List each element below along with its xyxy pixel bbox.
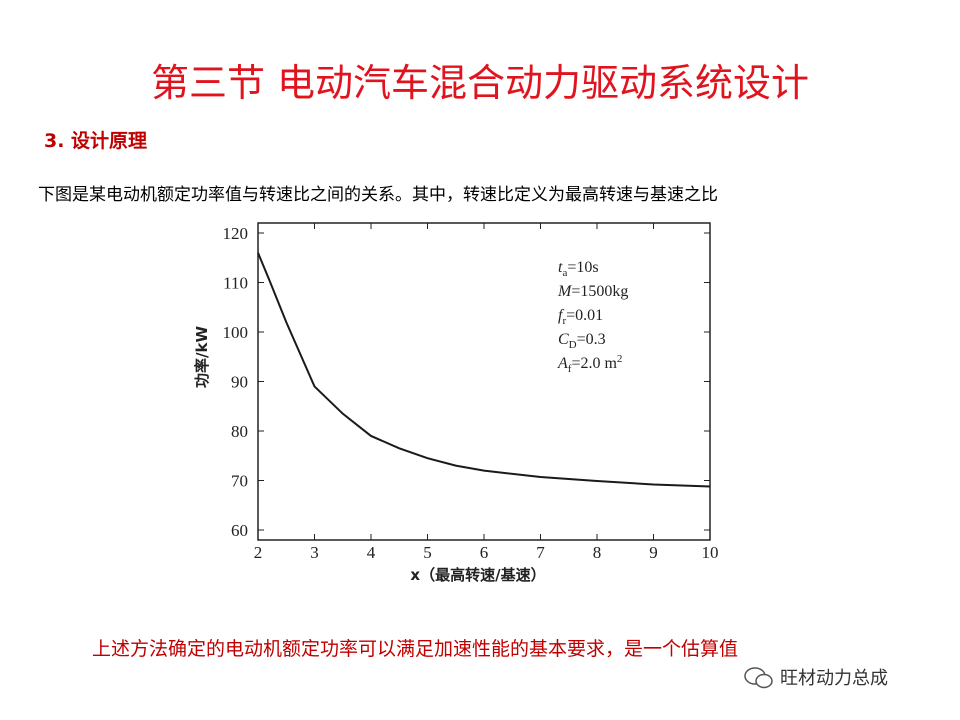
annotation-symbol: C	[558, 331, 569, 348]
y-tick-label: 110	[223, 274, 248, 293]
x-tick-label: 2	[254, 543, 263, 562]
annotation: CD=0.3	[558, 331, 606, 351]
line-series	[257, 252, 711, 488]
annotation-subscript: D	[569, 339, 577, 351]
y-tick-label: 120	[223, 224, 249, 243]
watermark: 旺材动力总成	[780, 668, 888, 689]
y-axis-label: 功率/kW	[193, 326, 211, 388]
y-tick-label: 80	[231, 422, 248, 441]
annotation-text: =0.3	[577, 331, 606, 348]
y-tick-label: 70	[231, 472, 248, 491]
x-tick-label: 9	[649, 543, 658, 562]
x-tick-label: 5	[423, 543, 432, 562]
x-tick-label: 4	[367, 543, 376, 562]
annotation-subscript: r	[562, 315, 566, 327]
y-tick-label: 90	[231, 373, 248, 392]
x-axis-label: x（最高转速/基速）	[410, 566, 545, 584]
annotation: fr=0.01	[558, 307, 603, 327]
section-heading: 3. 设计原理	[44, 130, 148, 152]
annotation-symbol: t	[558, 259, 563, 276]
description: 下图是某电动机额定功率值与转速比之间的关系。其中，转速比定义为最高转速与基速之比	[38, 185, 718, 205]
y-tick-label: 100	[223, 323, 249, 342]
annotation-text: =0.01	[566, 307, 603, 324]
annotation-text: =10s	[567, 259, 598, 276]
wechat-icon	[744, 667, 773, 689]
x-tick-label: 8	[593, 543, 602, 562]
x-tick-label: 3	[310, 543, 319, 562]
annotation-symbol: A	[557, 355, 568, 372]
y-tick-label: 60	[231, 521, 248, 540]
x-tick-label: 10	[702, 543, 719, 562]
annotation-subscript: a	[562, 267, 567, 279]
x-tick-label: 6	[480, 543, 489, 562]
conclusion: 上述方法确定的电动机额定功率可以满足加速性能的基本要求，是一个估算值	[92, 638, 739, 660]
annotation-superscript: 2	[617, 353, 623, 365]
plot-frame	[257, 222, 711, 541]
annotation-text: =2.0 m	[571, 355, 617, 372]
annotation: ta=10s	[558, 259, 599, 279]
annotation-text: =1500kg	[571, 283, 628, 300]
slide-title: 第三节 电动汽车混合动力驱动系统设计	[150, 61, 810, 105]
annotation-symbol: f	[558, 307, 565, 324]
x-tick-label: 7	[536, 543, 545, 562]
annotation: M=1500kg	[557, 283, 628, 300]
annotation-subscript: f	[568, 363, 572, 375]
annotation: Af=2.0 m2	[557, 353, 622, 375]
annotation-symbol: M	[557, 283, 573, 300]
